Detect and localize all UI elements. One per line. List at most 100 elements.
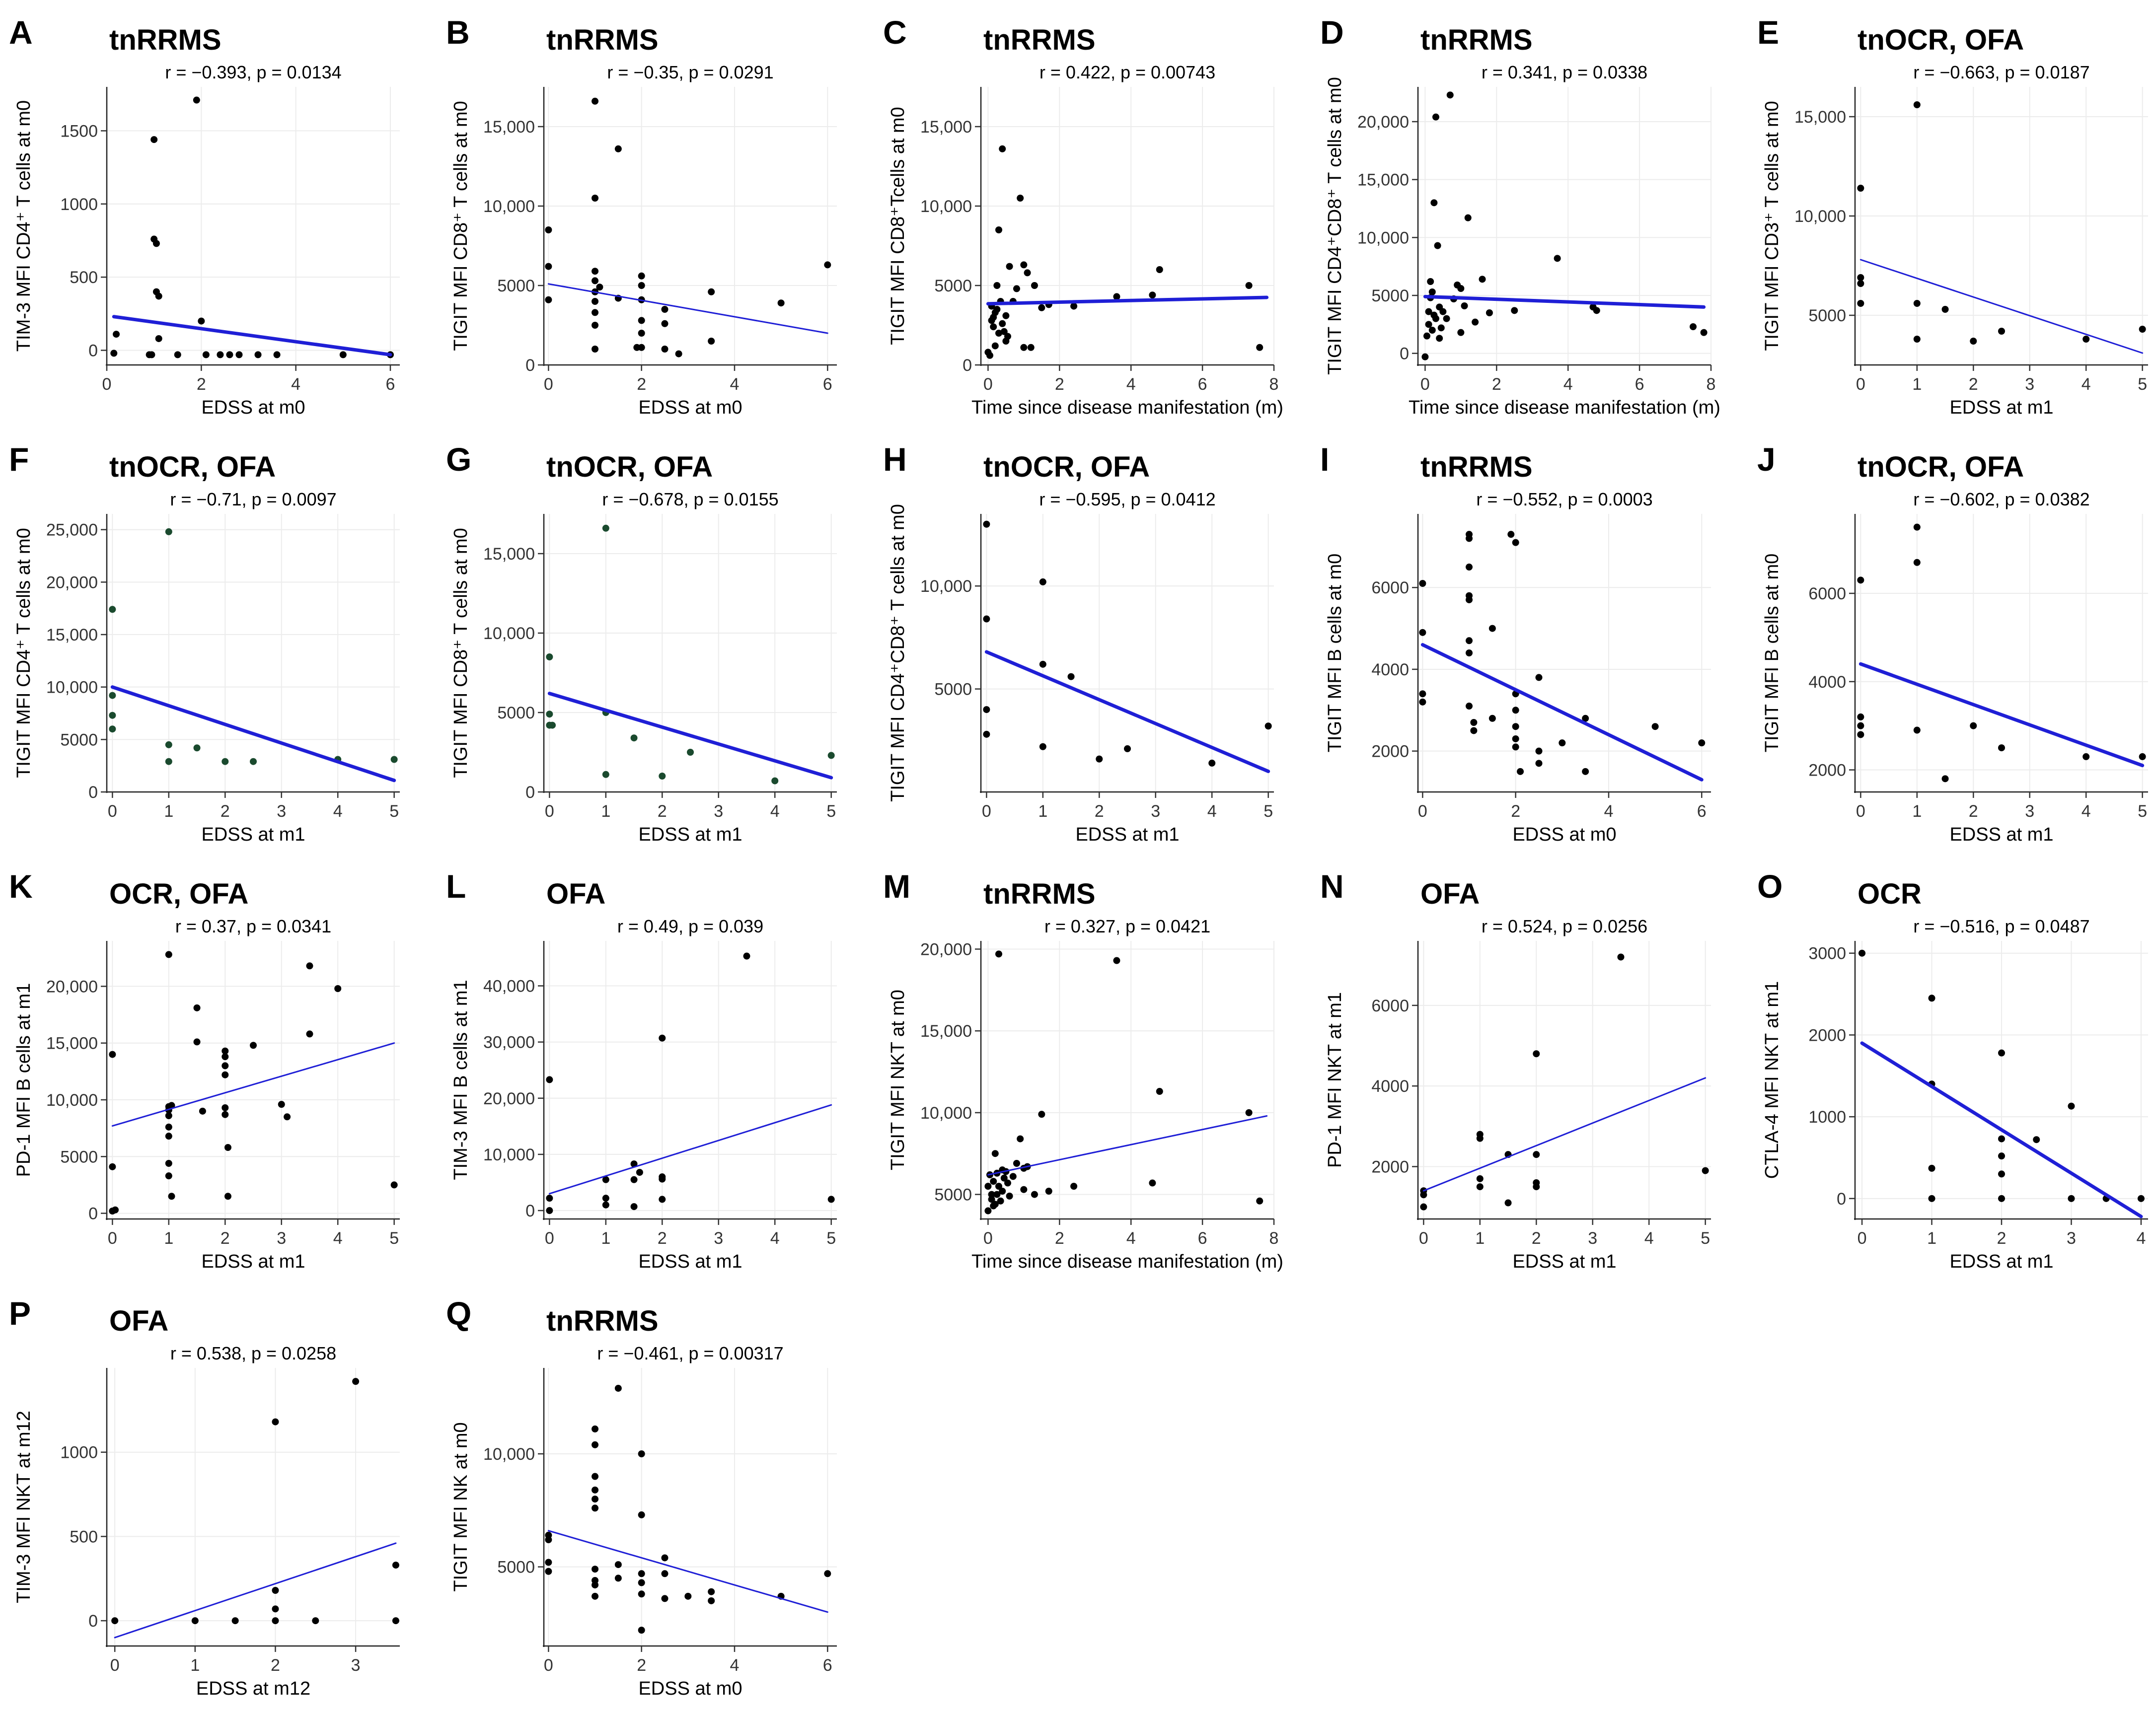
data-point bbox=[687, 749, 694, 756]
data-point bbox=[592, 1496, 599, 1503]
data-point bbox=[638, 282, 645, 289]
data-point bbox=[592, 322, 599, 329]
y-tick-label: 15,000 bbox=[1794, 108, 1846, 127]
panel-title: OFA bbox=[546, 878, 605, 910]
data-point bbox=[993, 1191, 1001, 1198]
y-tick-label: 4000 bbox=[1808, 673, 1846, 692]
data-point bbox=[165, 1112, 172, 1119]
data-point bbox=[1857, 185, 1864, 192]
data-point bbox=[109, 606, 116, 613]
x-tick-label: 2 bbox=[221, 802, 230, 821]
data-point bbox=[1479, 276, 1486, 283]
data-point bbox=[659, 773, 666, 780]
gridlines bbox=[1855, 514, 2148, 792]
data-point bbox=[988, 1191, 995, 1198]
x-tick-label: 1 bbox=[1475, 1229, 1485, 1248]
correlation-stat: r = −0.516, p = 0.0487 bbox=[1913, 916, 2089, 936]
data-point bbox=[592, 309, 599, 316]
x-tick-label: 0 bbox=[544, 375, 553, 394]
data-point bbox=[659, 1175, 666, 1183]
data-point bbox=[638, 1627, 645, 1634]
data-point bbox=[1512, 707, 1519, 714]
data-point bbox=[109, 1163, 116, 1170]
data-point bbox=[1857, 300, 1864, 307]
data-point bbox=[545, 296, 552, 303]
data-point bbox=[661, 1554, 669, 1562]
panel-letter: L bbox=[446, 868, 466, 905]
data-point bbox=[1535, 760, 1543, 767]
data-point bbox=[614, 1384, 622, 1392]
panel-letter: N bbox=[1320, 868, 1344, 905]
x-tick-label: 0 bbox=[102, 375, 112, 394]
data-point bbox=[1559, 739, 1566, 747]
data-point bbox=[777, 299, 785, 307]
data-point bbox=[983, 706, 990, 714]
data-point bbox=[675, 350, 682, 358]
x-tick-label: 5 bbox=[826, 1229, 836, 1248]
panel-title: tnRRMS bbox=[546, 1305, 659, 1337]
data-point bbox=[614, 1561, 622, 1569]
regression-line bbox=[1859, 662, 2145, 768]
y-tick-label: 0 bbox=[88, 1612, 98, 1631]
panel-title: tnRRMS bbox=[1420, 24, 1533, 56]
data-point bbox=[2082, 753, 2090, 760]
data-point bbox=[165, 1133, 172, 1140]
data-point bbox=[1425, 321, 1432, 328]
data-point bbox=[1124, 745, 1131, 752]
data-point bbox=[254, 351, 262, 358]
panel-title: tnRRMS bbox=[546, 24, 659, 56]
data-point bbox=[983, 730, 990, 738]
data-point bbox=[224, 1193, 231, 1200]
x-tick-label: 2 bbox=[658, 1229, 667, 1248]
x-tick-label: 4 bbox=[1563, 375, 1573, 394]
data-point bbox=[1419, 690, 1426, 698]
panel-letter: D bbox=[1320, 14, 1344, 51]
data-point bbox=[1443, 315, 1450, 322]
data-point bbox=[546, 1195, 553, 1202]
data-point bbox=[1031, 282, 1038, 289]
data-point bbox=[1436, 335, 1443, 342]
x-tick-label: 6 bbox=[823, 1656, 832, 1675]
data-point bbox=[224, 1144, 231, 1151]
data-point bbox=[1070, 302, 1078, 310]
x-tick-label: 3 bbox=[351, 1656, 361, 1675]
data-point bbox=[614, 145, 622, 152]
regression-line bbox=[114, 1542, 397, 1639]
y-tick-label: 0 bbox=[88, 783, 98, 802]
data-point bbox=[1593, 307, 1600, 314]
gridlines bbox=[544, 941, 837, 1219]
data-point bbox=[2137, 1195, 2145, 1202]
data-point bbox=[661, 346, 669, 353]
data-point bbox=[1476, 1135, 1484, 1142]
data-point bbox=[1998, 744, 2005, 752]
data-point bbox=[1020, 261, 1028, 269]
data-point bbox=[1006, 263, 1013, 270]
correlation-stat: r = 0.37, p = 0.0341 bbox=[175, 916, 331, 936]
x-tick-label: 3 bbox=[1588, 1229, 1597, 1248]
data-point bbox=[1533, 1151, 1540, 1158]
data-point bbox=[1857, 274, 1864, 281]
data-point bbox=[2139, 753, 2146, 760]
panel-o: O OCR r = −0.516, p = 0.0487 0 1 2 3 4 0 1000 2000… bbox=[1757, 868, 2148, 1272]
panel-letter: M bbox=[883, 868, 910, 905]
y-axis-label: PD-1 MFI NKT at m1 bbox=[1325, 992, 1345, 1168]
panel-letter: E bbox=[1757, 14, 1779, 51]
x-tick-label: 2 bbox=[221, 1229, 230, 1248]
data-point bbox=[1428, 288, 1436, 295]
x-tick-label: 2 bbox=[658, 802, 667, 821]
data-point bbox=[168, 1193, 175, 1200]
data-point bbox=[112, 1206, 119, 1214]
data-point bbox=[638, 272, 645, 280]
data-point bbox=[193, 744, 201, 752]
data-point bbox=[392, 1562, 399, 1569]
data-point bbox=[1476, 1183, 1484, 1191]
data-point bbox=[1698, 739, 1706, 747]
data-point bbox=[1512, 539, 1519, 546]
data-point bbox=[592, 1504, 599, 1512]
data-points bbox=[110, 96, 394, 358]
data-point bbox=[1970, 338, 1977, 345]
data-point bbox=[1466, 703, 1473, 710]
data-point bbox=[999, 320, 1006, 327]
